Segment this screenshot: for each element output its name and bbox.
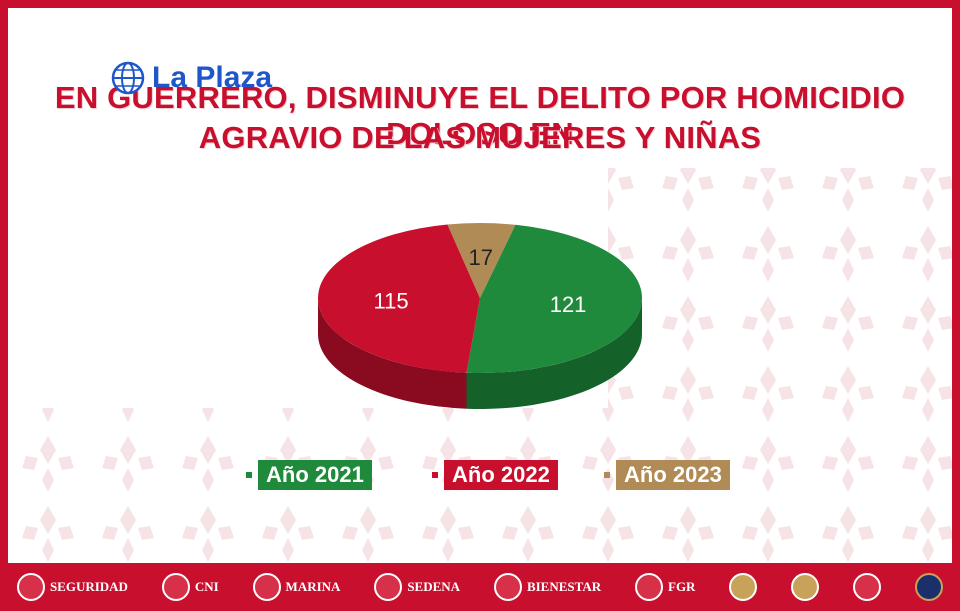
seal-icon — [161, 573, 190, 601]
footer-logos-bar: SEGURIDAD CNI MARINA SEDENA BIENESTAR FGR — [0, 563, 960, 611]
pie-slice-side — [318, 298, 467, 409]
seal-icon — [635, 573, 663, 601]
footer-logo: SEGURIDAD — [16, 573, 128, 601]
footer-logo: SEDENA — [374, 573, 460, 601]
footer-logo-label: MARINA — [285, 579, 341, 594]
pie-chart: 121 115 17 — [317, 223, 642, 409]
pie-slice-side — [466, 298, 642, 409]
footer-logo — [729, 573, 758, 601]
legend-item: Año 2021 — [246, 460, 372, 490]
legend-label: Año 2021 — [258, 460, 372, 490]
data-label: 121 — [550, 292, 587, 317]
footer-logo: MARINA — [252, 573, 341, 601]
pie-slice-2 — [317, 224, 480, 373]
headline-line-1: EN GUERRERO, DISMINUYE EL DELITO POR HOM… — [54, 80, 906, 151]
legend-label: Año 2023 — [616, 460, 730, 490]
footer-logo-label: BIENESTAR — [526, 579, 602, 594]
eagle-seal-icon — [729, 573, 758, 601]
seguridad-publica-logo — [853, 573, 882, 601]
pie-slice-1 — [466, 224, 642, 373]
legend-marker — [246, 472, 252, 478]
legend-marker — [432, 472, 438, 478]
brand-logo: La Plaza — [110, 60, 272, 96]
legend-item: Año 2022 — [432, 460, 558, 490]
seal-icon — [252, 573, 281, 601]
footer-logo: FGR — [635, 573, 695, 601]
headline-line-2: AGRAVIO DE LAS MUJERES Y NIÑAS — [198, 120, 762, 155]
globe-icon — [111, 61, 145, 95]
legend-label: Año 2022 — [444, 460, 558, 490]
legend-item: Año 2023 — [604, 460, 730, 490]
fge-badge-icon — [914, 573, 943, 601]
chart-legend: Año 2021 Año 2022 Año 2023 — [8, 460, 952, 492]
pie-slice-3 — [447, 223, 516, 298]
footer-logo — [791, 573, 820, 601]
brand-name: La Plaza — [152, 61, 273, 94]
footer-logo — [914, 573, 943, 601]
seal-icon — [493, 573, 522, 601]
footer-logo — [853, 573, 882, 601]
data-label: 115 — [374, 288, 409, 313]
footer-logo-label: FGR — [668, 579, 696, 594]
seal-icon — [374, 573, 403, 601]
footer-logo-label: SEDENA — [407, 579, 461, 594]
legend-marker — [604, 472, 610, 478]
guard-emblem-icon — [791, 573, 820, 601]
seal-icon — [16, 573, 45, 601]
data-label: 17 — [469, 245, 493, 270]
footer-logo: BIENESTAR — [493, 573, 602, 601]
footer-logo-label: CNI — [194, 579, 219, 594]
footer-logo: CNI — [161, 573, 219, 601]
content-frame: EN GUERRERO, DISMINUYE EL DELITO POR HOM… — [8, 8, 952, 563]
footer-logo-label: SEGURIDAD — [49, 579, 128, 594]
